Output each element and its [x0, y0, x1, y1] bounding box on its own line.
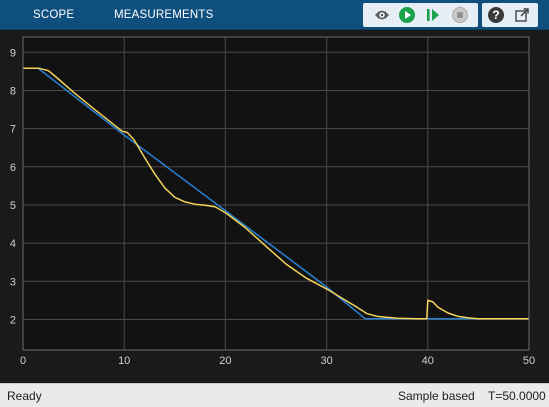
scope-plot-area[interactable]: 0 10 20 30 40 50 2 3 4 5 6 7 8 9: [0, 30, 549, 383]
y-tick-label: 2: [10, 314, 16, 326]
x-tick-label: 10: [118, 355, 130, 367]
tick-labels: 0 10 20 30 40 50 2 3 4 5 6 7 8 9: [10, 47, 535, 367]
y-tick-label: 8: [10, 85, 16, 97]
y-tick-label: 3: [10, 276, 16, 288]
grid: [23, 37, 529, 350]
x-tick-label: 40: [422, 355, 434, 367]
y-tick-label: 4: [10, 238, 16, 250]
svg-text:?: ?: [492, 8, 499, 22]
toolbar: SCOPE MEASUREMENTS: [0, 0, 549, 30]
x-tick-label: 50: [523, 355, 535, 367]
configure-settings-button[interactable]: [372, 5, 392, 25]
step-forward-button[interactable]: [423, 5, 443, 25]
tab-scope[interactable]: SCOPE: [33, 9, 75, 21]
response-signal-line: [23, 67, 529, 320]
x-tick-label: 0: [20, 355, 26, 367]
stop-icon: [452, 7, 468, 23]
run-icon: [399, 7, 415, 23]
tab-measurements[interactable]: MEASUREMENTS: [114, 9, 214, 21]
axes-background: [23, 37, 529, 350]
y-tick-label: 6: [10, 162, 16, 174]
toolbar-separator: [480, 6, 481, 24]
y-tick-label: 9: [10, 47, 16, 59]
help-button[interactable]: ?: [486, 5, 506, 25]
undock-icon: [515, 8, 529, 22]
undock-button[interactable]: [512, 5, 532, 25]
status-bar: Ready Sample based T=50.0000: [0, 383, 549, 407]
run-button[interactable]: [397, 5, 417, 25]
help-icon: ?: [488, 7, 504, 23]
plot-series: [23, 67, 529, 320]
axes-frame: [22, 36, 530, 351]
stop-button[interactable]: [450, 5, 470, 25]
y-tick-label: 7: [10, 124, 16, 136]
configure-settings-icon: [375, 10, 389, 20]
x-tick-label: 20: [219, 355, 231, 367]
sample-mode-label: Sample based: [398, 389, 475, 403]
simulation-time: T=50.0000: [488, 389, 546, 403]
step-forward-icon: [427, 9, 439, 21]
y-tick-label: 5: [10, 200, 16, 212]
status-text: Ready: [7, 389, 42, 403]
time-domain-plot[interactable]: 0 10 20 30 40 50 2 3 4 5 6 7 8 9: [0, 30, 549, 383]
x-tick-label: 30: [320, 355, 332, 367]
